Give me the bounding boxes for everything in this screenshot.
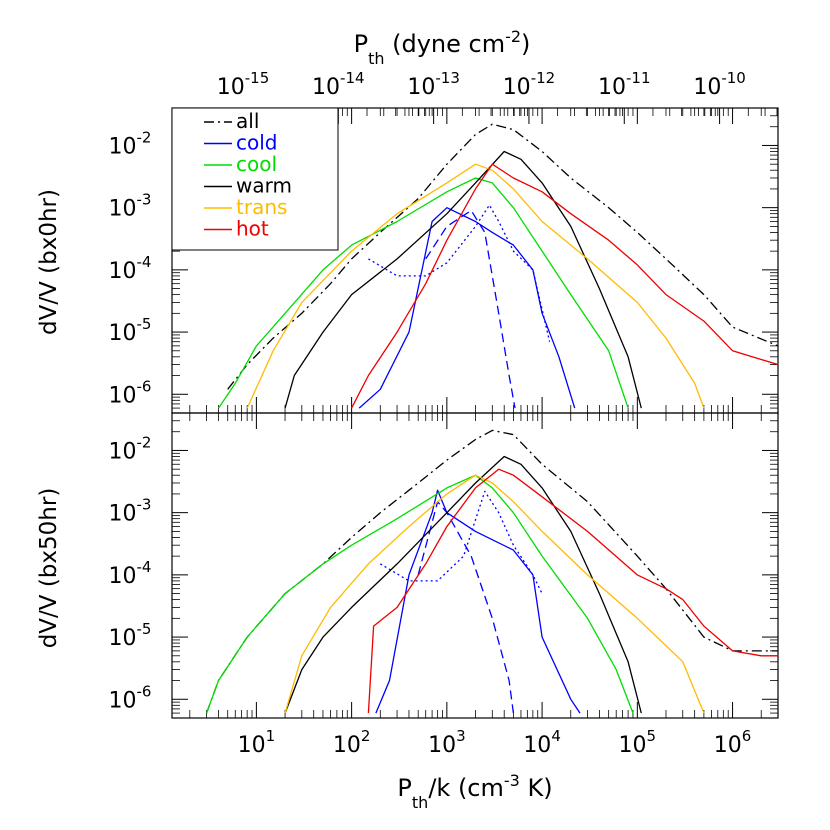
top-tick-label: 10-11 bbox=[598, 69, 651, 100]
panel-2-y-tick-label: 10-2 bbox=[109, 433, 152, 464]
plot-layer: 10-6 10-5 10-4 10-3 10-2 10-6 10-5 10-4 10-3 10-2… bbox=[109, 69, 779, 758]
series-cold-dotted-line bbox=[368, 204, 551, 342]
panel-1-y-tick-label: 10-3 bbox=[109, 191, 152, 222]
panel-2-y-tick-label: 10-6 bbox=[109, 682, 152, 713]
legend-label-cold: cold bbox=[236, 131, 277, 155]
x-tick-label: 105 bbox=[619, 727, 657, 758]
legend-label-trans: trans bbox=[236, 195, 287, 219]
panel-2-y-tick-label: 10-4 bbox=[109, 558, 152, 589]
legend-label-hot: hot bbox=[236, 217, 269, 241]
x-tick-label: 102 bbox=[333, 727, 371, 758]
top-tick-label: 10-14 bbox=[312, 69, 365, 100]
panel-2-y-tick-label: 10-5 bbox=[109, 620, 152, 651]
panel-1-y-tick-label: 10-4 bbox=[109, 253, 152, 284]
series-all-line bbox=[227, 123, 778, 390]
top-tick-label: 10-13 bbox=[407, 69, 460, 100]
series-warm-line bbox=[284, 455, 642, 714]
series-cold-dotted-line bbox=[379, 490, 543, 594]
series-cold-line bbox=[375, 489, 581, 714]
top-tick-label: 10-10 bbox=[693, 69, 746, 100]
series-cold-dashed-line bbox=[425, 209, 516, 409]
bottom-axis-title: Pth/k (cm-3 K) bbox=[397, 771, 552, 812]
series-cool-line bbox=[205, 474, 634, 714]
top-axis-title: Pth (dyne cm-2) bbox=[354, 27, 531, 68]
panel-1-ylabel: dV/V (bx0hr) bbox=[36, 189, 62, 335]
panel-1-y-tick-label: 10-5 bbox=[109, 315, 152, 346]
panel-1-y-tick-label: 10-6 bbox=[109, 377, 152, 408]
legend-label-warm: warm bbox=[236, 174, 292, 198]
legend-label-cool: cool bbox=[236, 152, 277, 176]
series-hot-line bbox=[367, 468, 778, 714]
panel-2-y-tick-label: 10-3 bbox=[109, 496, 152, 527]
series-cool-line bbox=[217, 177, 629, 409]
legend-box bbox=[171, 107, 339, 251]
x-tick-label: 103 bbox=[428, 727, 466, 758]
panel-1-y-tick-label: 10-2 bbox=[109, 128, 152, 159]
panel-2-ylabel: dV/V (bx50hr) bbox=[36, 488, 62, 649]
top-tick-label: 10-12 bbox=[503, 69, 556, 100]
series-trans-line bbox=[284, 474, 705, 714]
top-tick-label: 10-15 bbox=[217, 69, 270, 100]
x-tick-label: 101 bbox=[238, 727, 276, 758]
series-trans-line bbox=[246, 163, 705, 409]
legend-label-all: all bbox=[236, 109, 259, 133]
panel-2-frame bbox=[171, 412, 779, 719]
series-hot-line bbox=[351, 163, 778, 409]
x-tick-label: 104 bbox=[523, 727, 561, 758]
series-cold-line bbox=[358, 207, 576, 409]
x-tick-label: 106 bbox=[714, 727, 752, 758]
